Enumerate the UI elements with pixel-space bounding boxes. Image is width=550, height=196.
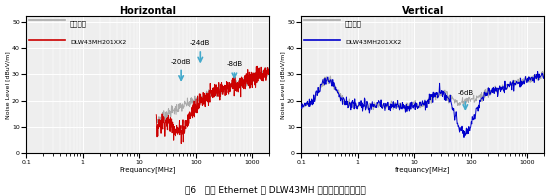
X-axis label: frequancy[MHz]: frequancy[MHz] xyxy=(395,166,450,173)
Title: Vertical: Vertical xyxy=(402,5,444,15)
Text: 无过滤器: 无过滤器 xyxy=(70,20,87,27)
Text: DLW43MH201XX2: DLW43MH201XX2 xyxy=(345,40,401,45)
Text: DLW43MH201XX2: DLW43MH201XX2 xyxy=(70,40,126,45)
X-axis label: Frequancy[MHz]: Frequancy[MHz] xyxy=(119,166,176,173)
Text: -8dB: -8dB xyxy=(226,61,243,78)
Text: -6dB: -6dB xyxy=(457,90,474,109)
Text: -20dB: -20dB xyxy=(171,59,191,80)
Title: Horizontal: Horizontal xyxy=(119,5,176,15)
Text: -24dB: -24dB xyxy=(190,40,211,62)
Text: 无过滤器: 无过滤器 xyxy=(345,20,362,27)
Y-axis label: Noise Level [dBuV/m]: Noise Level [dBuV/m] xyxy=(6,51,10,119)
Y-axis label: Noise Level [dBuV/m]: Noise Level [dBuV/m] xyxy=(280,51,285,119)
Text: 図6   車載 Ethernet 中 DLW43MH 系列的噪声抑制效果: 図6 車載 Ethernet 中 DLW43MH 系列的噪声抑制效果 xyxy=(185,185,365,194)
